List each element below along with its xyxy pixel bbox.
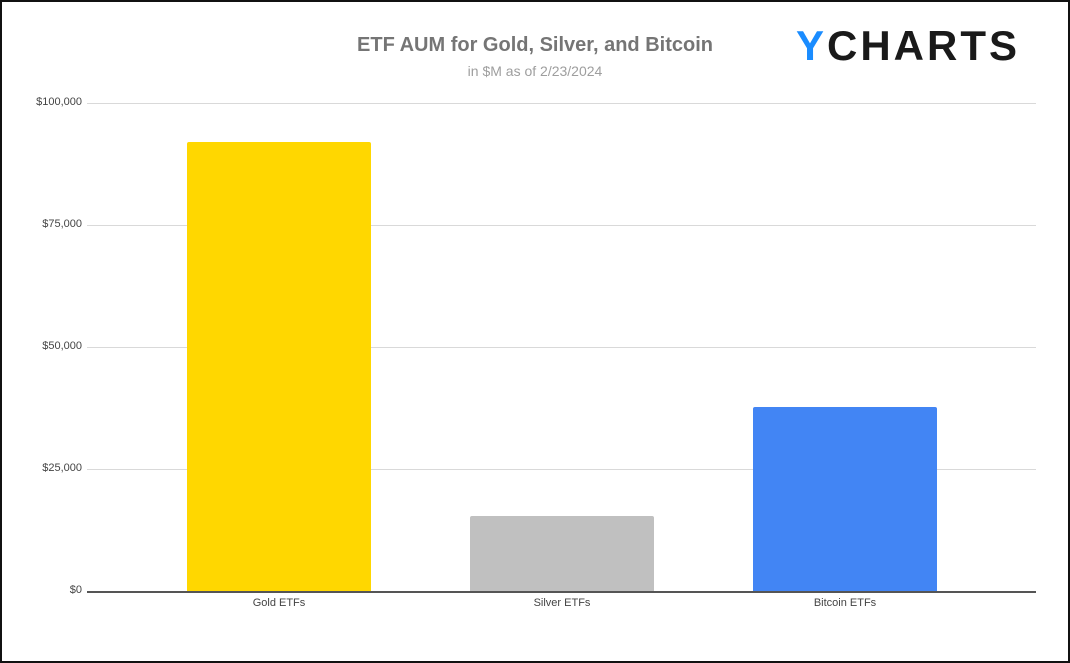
chart-title: ETF AUM for Gold, Silver, and Bitcoin (357, 34, 713, 56)
y-tick-label: $25,000 (42, 462, 82, 474)
x-tick-label: Silver ETFs (533, 597, 591, 609)
chart-subtitle: in $M as of 2/23/2024 (467, 63, 603, 79)
ycharts-logo: YCHARTS (796, 23, 1020, 69)
y-tick-label: $0 (69, 584, 82, 596)
gridline-75000 (87, 225, 1036, 226)
gridline-50000 (87, 347, 1036, 348)
x-tick-label: Bitcoin ETFs (813, 597, 877, 609)
y-tick-label: $75,000 (42, 218, 82, 230)
gridline-25000 (87, 469, 1036, 470)
bar-bitcoin-etfs (753, 406, 937, 591)
bar-gold-etfs (187, 142, 371, 591)
y-tick-label: $100,000 (36, 96, 82, 108)
bar-silver-etfs (470, 516, 654, 591)
logo-y: Y (796, 22, 828, 69)
gridline-100000 (87, 103, 1036, 104)
y-tick-label: $50,000 (42, 340, 82, 352)
x-axis-baseline (87, 591, 1036, 593)
x-tick-label: Gold ETFs (252, 597, 306, 609)
logo-text: CHARTS (827, 22, 1021, 69)
